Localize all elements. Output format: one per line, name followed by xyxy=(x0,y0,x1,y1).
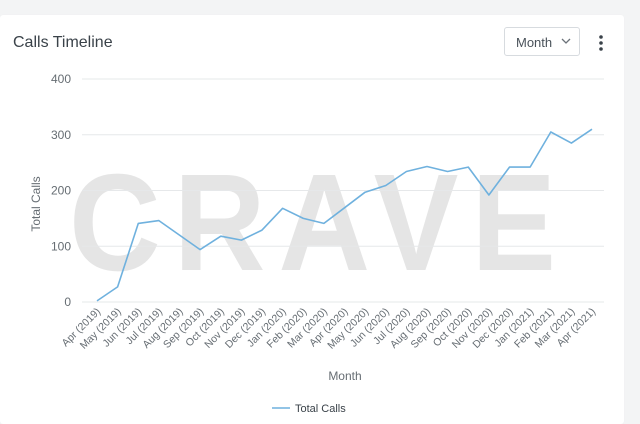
data-point[interactable] xyxy=(95,299,99,303)
card-title: Calls Timeline xyxy=(13,34,113,51)
data-point[interactable] xyxy=(239,238,243,242)
x-axis-ticks: Apr (2019)May (2019)Jun (2019)Jul (2019)… xyxy=(60,306,599,352)
data-point[interactable] xyxy=(466,165,470,169)
data-point[interactable] xyxy=(404,169,408,173)
y-tick-label: 300 xyxy=(51,128,71,142)
data-point[interactable] xyxy=(528,165,532,169)
data-point[interactable] xyxy=(260,228,264,232)
data-point[interactable] xyxy=(445,169,449,173)
more-vertical-icon[interactable] xyxy=(594,34,608,52)
calls-line-chart: 0 100 200 300 400 Apr (2019)May (2019)Jun (2… xyxy=(29,72,604,415)
watermark-logo: CRAVE xyxy=(69,170,569,282)
y-axis-ticks: 0 100 200 300 400 xyxy=(51,72,71,309)
y-axis-label: Total Calls xyxy=(29,176,43,231)
y-tick-label: 0 xyxy=(64,295,71,309)
legend[interactable]: Total Calls xyxy=(272,403,346,415)
data-point[interactable] xyxy=(342,206,346,210)
grid-lines xyxy=(82,78,604,303)
data-point[interactable] xyxy=(507,165,511,169)
calls-timeline-card: Calls Timeline Month CRAVE 0 100 200 300 400… xyxy=(0,15,624,424)
chevron-down-icon xyxy=(561,38,571,44)
data-point[interactable] xyxy=(219,234,223,238)
x-axis-label: Month xyxy=(328,369,361,383)
data-point[interactable] xyxy=(301,216,305,220)
data-point[interactable] xyxy=(322,221,326,225)
period-selected-value: Month xyxy=(516,35,553,50)
data-point[interactable] xyxy=(425,164,429,168)
data-point[interactable] xyxy=(549,130,553,134)
y-tick-label: 100 xyxy=(51,239,71,253)
data-point[interactable] xyxy=(590,127,594,131)
data-point[interactable] xyxy=(177,233,181,237)
data-point[interactable] xyxy=(157,218,161,222)
legend-label: Total Calls xyxy=(295,403,346,415)
data-point[interactable] xyxy=(115,285,119,289)
data-point[interactable] xyxy=(363,190,367,194)
data-point[interactable] xyxy=(280,206,284,210)
data-point[interactable] xyxy=(136,221,140,225)
y-tick-label: 400 xyxy=(51,72,71,86)
series-line-total-calls xyxy=(96,128,593,302)
period-dropdown[interactable]: Month xyxy=(504,27,580,56)
data-point[interactable] xyxy=(384,183,388,187)
y-tick-label: 200 xyxy=(51,184,71,198)
data-point[interactable] xyxy=(198,247,202,251)
data-point[interactable] xyxy=(487,193,491,197)
series-total-calls xyxy=(95,127,594,303)
svg-text:CRAVE: CRAVE xyxy=(69,170,569,282)
data-point[interactable] xyxy=(569,141,573,145)
